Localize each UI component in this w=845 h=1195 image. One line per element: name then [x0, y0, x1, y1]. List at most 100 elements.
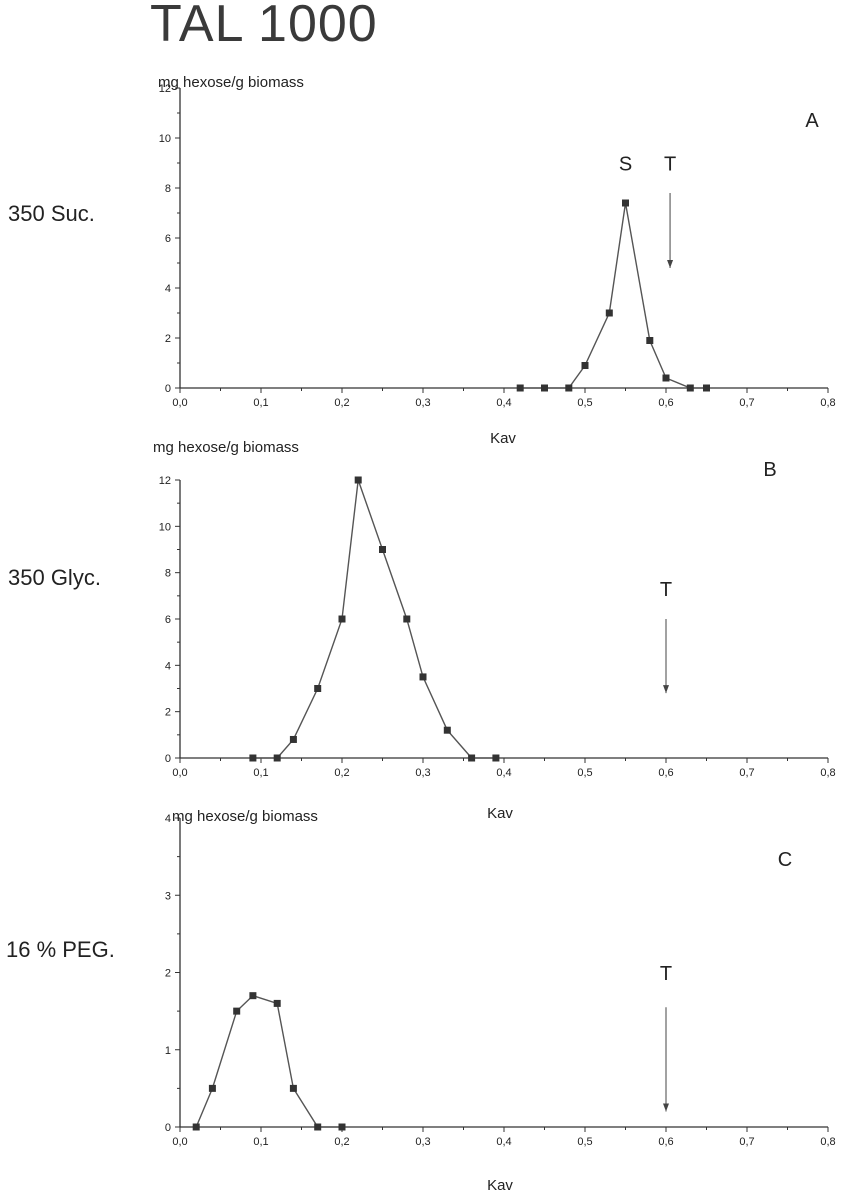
data-point — [468, 754, 476, 762]
y-tick-label: 4 — [165, 660, 171, 672]
x-tick-label: 0,6 — [658, 767, 673, 779]
data-point — [314, 1123, 322, 1131]
data-point — [249, 992, 257, 1000]
x-tick-label: 0,6 — [658, 397, 673, 409]
data-point — [273, 999, 281, 1007]
x-tick-label: 0,5 — [577, 397, 592, 409]
series-line — [520, 202, 707, 389]
annotation-t: T — [664, 154, 676, 176]
data-point — [314, 685, 322, 692]
x-tick-label: 0,4 — [496, 1136, 511, 1148]
x-axis-label: Kav — [490, 430, 516, 447]
x-tick-label: 0,7 — [739, 767, 754, 779]
data-point — [208, 1084, 216, 1092]
y-tick-label: 1 — [165, 1045, 171, 1057]
data-point — [703, 384, 710, 392]
y-tick-label: 8 — [165, 568, 171, 580]
y-tick-label: 8 — [165, 183, 171, 195]
data-point — [233, 1007, 241, 1015]
y-axis-label: mg hexose/g biomass — [153, 439, 299, 456]
data-point — [443, 726, 451, 734]
y-tick-label: 2 — [165, 968, 171, 980]
data-point — [289, 1084, 297, 1092]
y-tick-label: 10 — [159, 521, 171, 533]
x-tick-label: 0,7 — [739, 1136, 754, 1148]
x-tick-label: 0,8 — [820, 767, 835, 779]
data-point — [289, 735, 297, 743]
x-tick-label: 0,6 — [658, 1136, 673, 1148]
data-point — [249, 754, 257, 762]
y-tick-label: 12 — [159, 83, 171, 95]
y-tick-label: 4 — [165, 813, 171, 825]
y-tick-label: 3 — [165, 890, 171, 902]
y-axis-label: mg hexose/g biomass — [172, 808, 318, 825]
arrow-head — [663, 1103, 669, 1112]
y-tick-label: 12 — [159, 475, 171, 487]
y-axis-label: mg hexose/g biomass — [158, 74, 304, 91]
data-point — [581, 362, 589, 369]
data-point — [379, 546, 386, 553]
x-tick-label: 0,3 — [415, 1136, 430, 1148]
x-tick-label: 0,5 — [577, 767, 592, 779]
data-point — [516, 384, 524, 392]
data-point — [403, 615, 411, 623]
data-point — [338, 615, 346, 623]
x-tick-label: 0,8 — [820, 397, 835, 409]
x-tick-label: 0,4 — [496, 767, 511, 779]
x-tick-label: 0,0 — [172, 397, 187, 409]
arrow-head — [663, 685, 669, 694]
x-tick-label: 0,1 — [253, 1136, 268, 1148]
data-point — [192, 1123, 200, 1131]
panel-label: A — [805, 110, 819, 132]
data-point — [338, 1123, 346, 1131]
y-tick-label: 0 — [165, 383, 171, 395]
x-tick-label: 0,7 — [739, 397, 754, 409]
x-tick-label: 0,1 — [253, 767, 268, 779]
data-point — [492, 754, 500, 762]
x-tick-label: 0,2 — [334, 397, 349, 409]
data-point — [565, 384, 573, 392]
data-point — [273, 754, 281, 762]
data-point — [686, 384, 694, 392]
x-tick-label: 0,8 — [820, 1136, 835, 1148]
panel-label: C — [778, 849, 792, 871]
x-tick-label: 0,0 — [172, 767, 187, 779]
y-tick-label: 2 — [165, 707, 171, 719]
annotation-t: T — [660, 963, 672, 985]
x-tick-label: 0,2 — [334, 1136, 349, 1148]
x-axis-label: Kav — [487, 805, 513, 822]
series-line — [252, 479, 496, 759]
row-label-a: 350 Suc. — [8, 201, 95, 226]
x-tick-label: 0,1 — [253, 397, 268, 409]
data-point — [541, 384, 548, 392]
x-tick-label: 0,2 — [334, 767, 349, 779]
data-point — [646, 337, 654, 344]
figure-title: TAL 1000 — [150, 0, 378, 53]
y-tick-label: 0 — [165, 753, 171, 765]
x-axis-label: Kav — [487, 1177, 513, 1194]
y-tick-label: 2 — [165, 333, 171, 345]
x-tick-label: 0,5 — [577, 1136, 592, 1148]
panel-label: B — [763, 459, 776, 481]
data-point — [622, 199, 629, 207]
data-point — [662, 374, 670, 382]
x-tick-label: 0,0 — [172, 1136, 187, 1148]
y-tick-label: 6 — [165, 233, 171, 245]
row-label-c: 16 % PEG. — [6, 937, 115, 962]
x-tick-label: 0,3 — [415, 767, 430, 779]
annotation-t: T — [660, 579, 672, 601]
row-label-b: 350 Glyc. — [8, 565, 101, 590]
series-line — [195, 994, 342, 1128]
data-point — [354, 476, 362, 484]
arrow-head — [667, 260, 674, 268]
annotation-s: S — [619, 154, 632, 176]
data-point — [605, 309, 613, 317]
y-tick-label: 6 — [165, 614, 171, 626]
x-tick-label: 0,3 — [415, 397, 430, 409]
y-tick-label: 10 — [159, 133, 171, 145]
y-tick-label: 4 — [165, 283, 171, 295]
y-tick-label: 0 — [165, 1122, 171, 1134]
x-tick-label: 0,4 — [496, 397, 511, 409]
data-point — [419, 673, 427, 681]
